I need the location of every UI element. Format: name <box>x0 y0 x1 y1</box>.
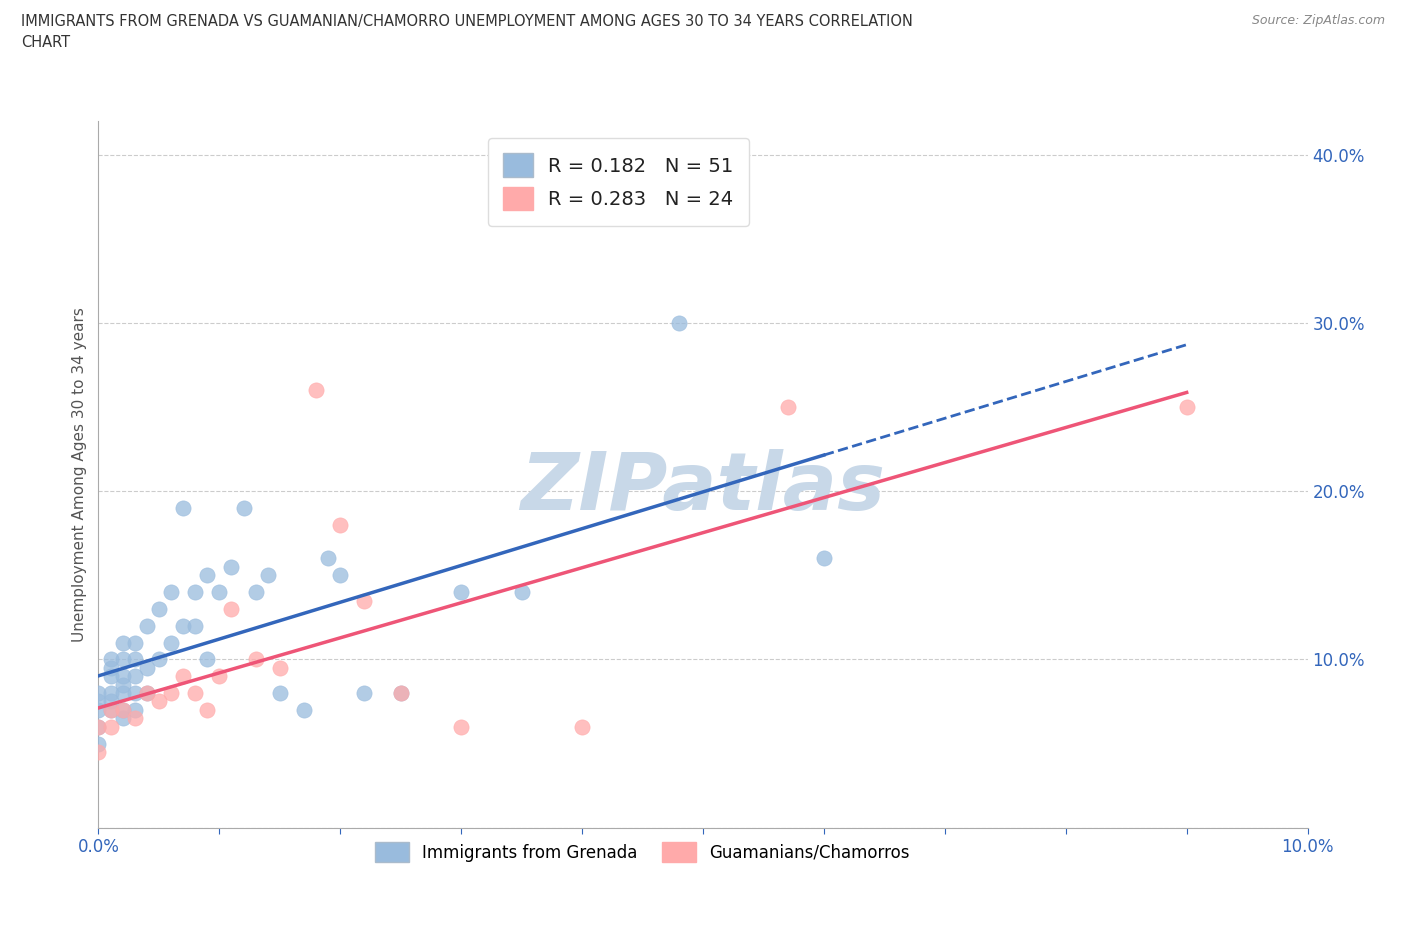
Point <box>256 568 278 583</box>
Point <box>111 635 134 650</box>
Point <box>184 685 207 700</box>
Point <box>87 702 110 717</box>
Point <box>389 685 412 700</box>
Text: Source: ZipAtlas.com: Source: ZipAtlas.com <box>1251 14 1385 27</box>
Point <box>160 585 183 600</box>
Point <box>195 568 218 583</box>
Point <box>111 677 134 692</box>
Point <box>135 685 157 700</box>
Point <box>100 652 122 667</box>
Y-axis label: Unemployment Among Ages 30 to 34 years: Unemployment Among Ages 30 to 34 years <box>72 307 87 642</box>
Point <box>124 635 146 650</box>
Point <box>221 602 243 617</box>
Point <box>221 560 243 575</box>
Point <box>135 660 157 675</box>
Point <box>668 315 690 330</box>
Point <box>135 685 157 700</box>
Point <box>195 652 218 667</box>
Point <box>160 685 183 700</box>
Point <box>316 551 339 565</box>
Point <box>148 652 170 667</box>
Point <box>160 635 183 650</box>
Point <box>571 719 593 734</box>
Point <box>100 685 122 700</box>
Point <box>232 500 254 515</box>
Point <box>329 568 352 583</box>
Point <box>111 702 134 717</box>
Point <box>87 737 110 751</box>
Point <box>184 618 207 633</box>
Point <box>353 593 375 608</box>
Point <box>100 702 122 717</box>
Point <box>100 694 122 709</box>
Point <box>111 652 134 667</box>
Point <box>195 702 218 717</box>
Point <box>124 711 146 725</box>
Point <box>245 585 267 600</box>
Point <box>510 585 533 600</box>
Point <box>776 400 799 415</box>
Point <box>450 585 472 600</box>
Point <box>100 719 122 734</box>
Point <box>100 702 122 717</box>
Point <box>245 652 267 667</box>
Point <box>172 669 194 684</box>
Point <box>208 669 231 684</box>
Point <box>172 500 194 515</box>
Point <box>111 685 134 700</box>
Point <box>813 551 835 565</box>
Point <box>87 685 110 700</box>
Point <box>111 711 134 725</box>
Point <box>172 618 194 633</box>
Point <box>1175 400 1198 415</box>
Point <box>135 618 157 633</box>
Point <box>389 685 412 700</box>
Point <box>353 685 375 700</box>
Point <box>124 652 146 667</box>
Point <box>148 602 170 617</box>
Point <box>269 660 291 675</box>
Point <box>124 685 146 700</box>
Point <box>208 585 231 600</box>
Point <box>100 660 122 675</box>
Point <box>184 585 207 600</box>
Point <box>124 669 146 684</box>
Point <box>100 669 122 684</box>
Point <box>111 702 134 717</box>
Point <box>87 719 110 734</box>
Point <box>450 719 472 734</box>
Point <box>292 702 315 717</box>
Point <box>148 694 170 709</box>
Text: ZIPatlas: ZIPatlas <box>520 449 886 527</box>
Point <box>87 694 110 709</box>
Point <box>87 745 110 760</box>
Point <box>305 383 328 398</box>
Legend: Immigrants from Grenada, Guamanians/Chamorros: Immigrants from Grenada, Guamanians/Cham… <box>368 835 917 869</box>
Text: IMMIGRANTS FROM GRENADA VS GUAMANIAN/CHAMORRO UNEMPLOYMENT AMONG AGES 30 TO 34 Y: IMMIGRANTS FROM GRENADA VS GUAMANIAN/CHA… <box>21 14 912 50</box>
Point <box>111 669 134 684</box>
Point <box>124 702 146 717</box>
Point <box>87 719 110 734</box>
Point <box>329 517 352 532</box>
Point <box>269 685 291 700</box>
